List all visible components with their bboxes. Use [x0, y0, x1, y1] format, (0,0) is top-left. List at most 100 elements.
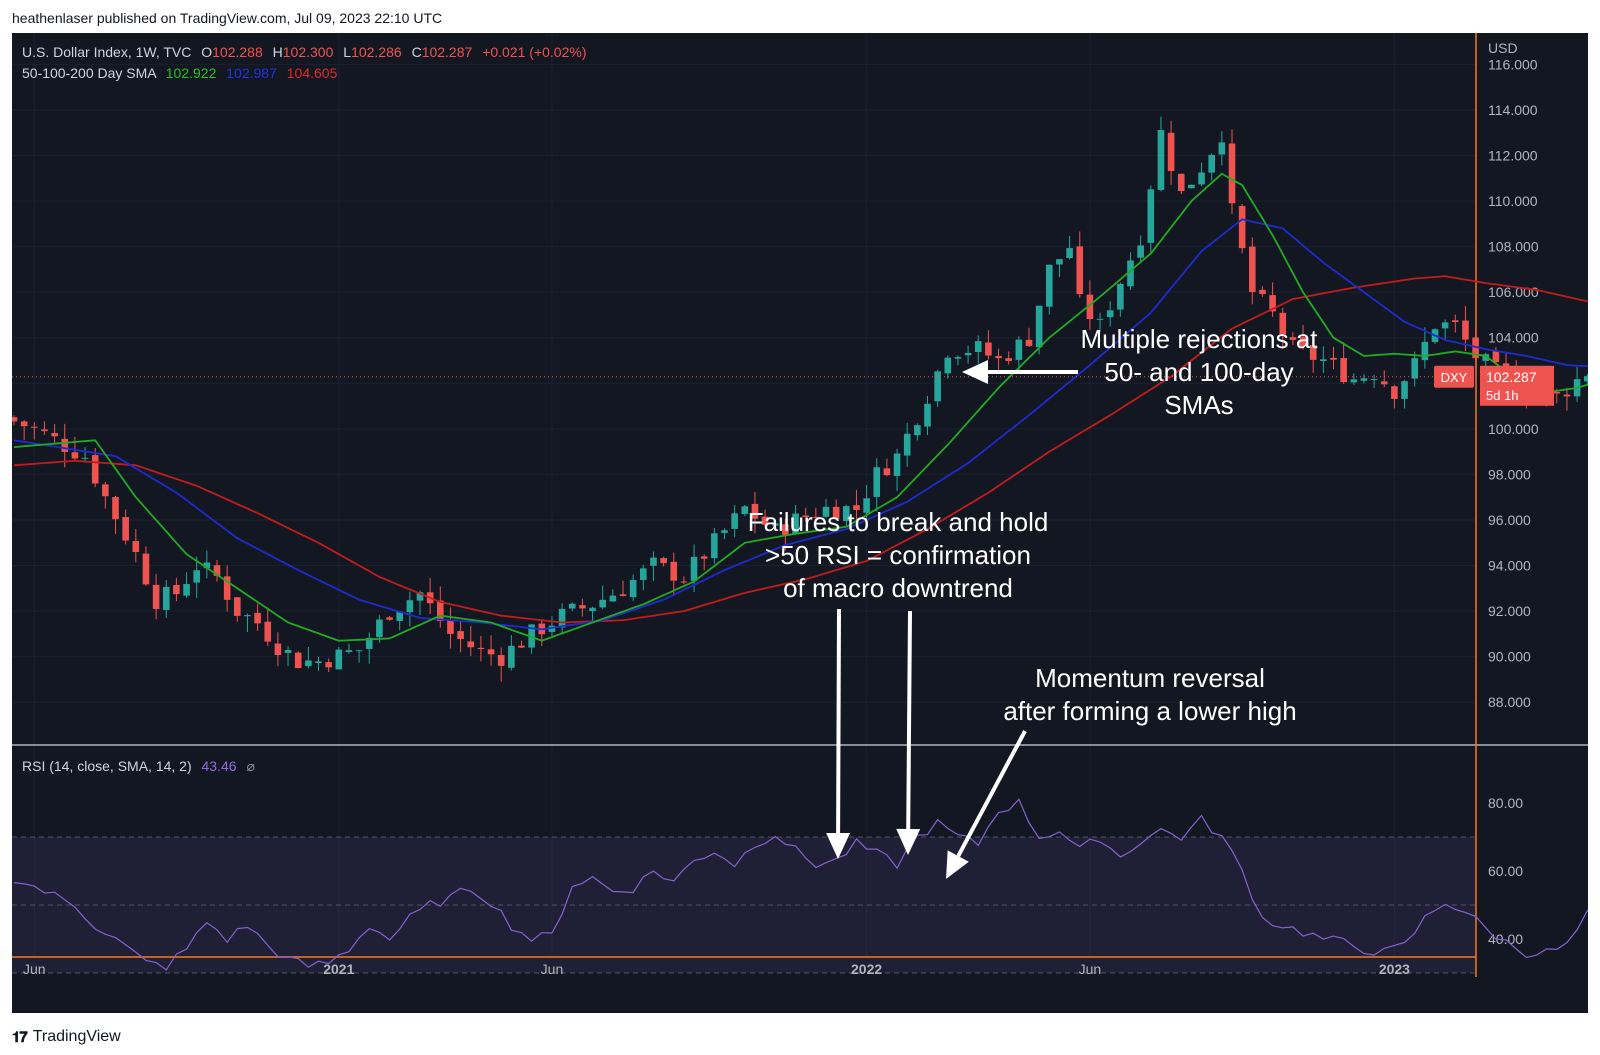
candle-up [1441, 322, 1449, 329]
candle-up [1127, 260, 1134, 287]
price-tick-label: 92.000 [1488, 603, 1531, 619]
candle-up [1320, 359, 1327, 362]
candle-up [964, 352, 972, 356]
rsi-legend-label: RSI (14, close, SMA, 14, 2) [22, 758, 192, 774]
legend-close: 102.287 [422, 44, 473, 60]
legend-low: 102.286 [351, 44, 402, 60]
candle-up [1015, 339, 1023, 360]
candle-down [477, 647, 485, 649]
candle-down [132, 541, 140, 553]
candle-down [985, 342, 992, 356]
rejections-arrow-head [962, 360, 988, 384]
price-tick-label: 108.000 [1488, 239, 1539, 255]
rejections-annotation: 50- and 100-day [1104, 357, 1293, 387]
legend-low-label: L [343, 44, 351, 60]
candle-up [1411, 358, 1418, 379]
candle-up [640, 568, 647, 581]
candle-up [843, 506, 850, 522]
candle-down [112, 497, 119, 520]
candle-down [91, 455, 99, 484]
candle-down [497, 655, 505, 666]
rsi-legend: RSI (14, close, SMA, 14, 2) 43.46 ⌀ [22, 758, 255, 774]
legend-close-label: C [412, 44, 422, 60]
candle-down [234, 597, 241, 616]
price-tick-label: 110.000 [1488, 193, 1538, 209]
candle-up [1350, 379, 1358, 383]
candle-down [61, 438, 69, 452]
candle-up [1106, 310, 1114, 318]
candle-up [568, 603, 576, 609]
candle-down [680, 581, 688, 583]
footer-brand-label: TradingView [32, 1028, 121, 1045]
candle-up [1583, 376, 1588, 382]
time-tick-label: Jun [1079, 961, 1102, 977]
failures-annotation: of macro downtrend [783, 573, 1013, 603]
momentum-arrow-head [946, 850, 969, 879]
candle-up [934, 371, 941, 402]
candle-up [1157, 129, 1165, 190]
candle-up [81, 457, 89, 459]
candle-up [1056, 259, 1063, 265]
candle-up [954, 357, 962, 359]
candle-down [1228, 143, 1236, 204]
candle-down [437, 600, 444, 622]
candle-up [1117, 283, 1124, 310]
candle-down [142, 553, 150, 585]
momentum-arrow-shaft [956, 730, 1027, 858]
candle-up [203, 562, 211, 569]
candle-down [173, 585, 180, 595]
candle-down [619, 594, 627, 596]
candle-down [274, 643, 282, 656]
price-tick-label: 114.000 [1488, 102, 1538, 118]
candle-down [447, 619, 454, 634]
price-tick-label: 116.000 [1488, 56, 1538, 72]
candle-up [183, 584, 190, 596]
candle-down [1492, 351, 1500, 363]
candle-down [71, 452, 79, 459]
candle-up [924, 403, 931, 427]
candle-up [416, 592, 424, 601]
candle-down [1452, 320, 1459, 322]
sma50-line [13, 172, 1588, 642]
rsi-tick-label: 40.00 [1488, 931, 1523, 947]
sma50-value: 102.922 [166, 65, 217, 81]
momentum-annotation: after forming a lower high [1003, 696, 1296, 726]
candle-up [1370, 379, 1378, 381]
footer-brand[interactable]: 𝟏𝟕 TradingView [12, 1028, 121, 1046]
candle-up [914, 425, 921, 436]
sma200-line [13, 275, 1588, 624]
price-tick-label: 112.000 [1488, 148, 1538, 164]
rsi-tick-label: 80.00 [1488, 795, 1523, 811]
candle-down [386, 617, 393, 620]
published-byline: heathenlaser published on TradingView.co… [12, 10, 443, 26]
sma-lines [13, 172, 1588, 642]
candle-down [1279, 312, 1287, 335]
candle-down [51, 433, 58, 437]
candle-up [721, 530, 728, 533]
chart-frame[interactable]: USD 116.000 114.000 112.000 110.000 108.000 10… [12, 33, 1588, 1013]
candle-up [1137, 245, 1144, 258]
hidden-eye-icon: ⌀ [246, 758, 255, 774]
sma-legend: 50-100-200 Day SMA 102.922 102.987 104.6… [22, 65, 338, 81]
candle-up [1046, 264, 1053, 307]
candle-up [305, 660, 312, 667]
candle-up [741, 506, 749, 514]
candle-down [1309, 345, 1317, 360]
candle-down [579, 605, 586, 609]
candle-down [264, 621, 272, 642]
candle-up [1188, 184, 1195, 189]
legend-change: +0.021 (+0.02%) [482, 44, 586, 60]
failures-annotation: Failures to break and hold [748, 507, 1049, 537]
price-tick-label: 90.000 [1488, 649, 1531, 665]
rejections-annotation: Multiple rejections at [1081, 324, 1319, 354]
candle-up [1401, 381, 1408, 399]
candle-down [1269, 295, 1276, 312]
legend-symbol: U.S. Dollar Index, 1W, TVC [22, 44, 191, 60]
candle-up [1421, 341, 1429, 361]
candle-up [792, 513, 799, 535]
candle-up [1035, 305, 1043, 348]
price-legend: U.S. Dollar Index, 1W, TVC O102.288 H102… [22, 44, 586, 60]
